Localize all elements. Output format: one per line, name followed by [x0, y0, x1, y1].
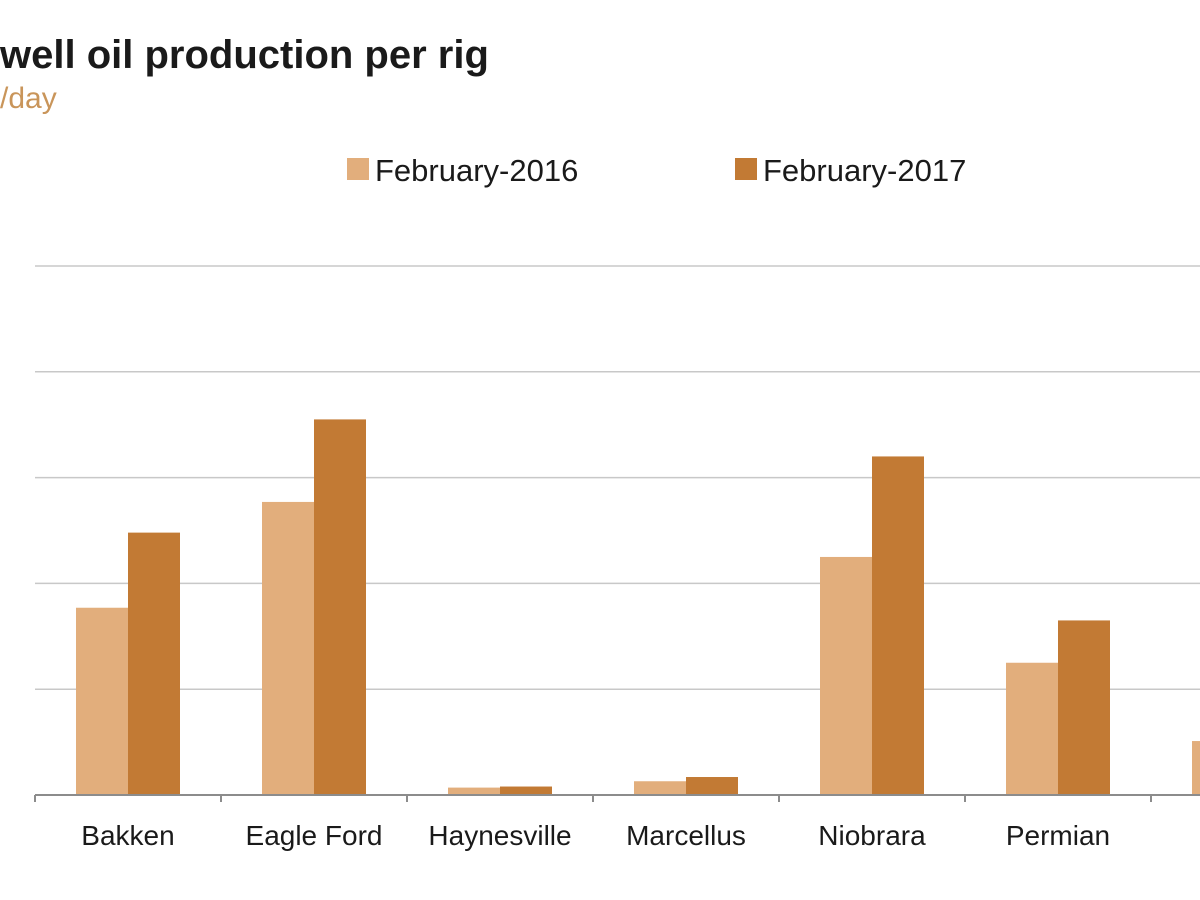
chart-title: well oil production per rig [0, 33, 489, 77]
legend-swatch [347, 158, 369, 180]
bars [76, 419, 1200, 795]
x-tick-label: Marcellus [626, 820, 746, 851]
legend-swatch [735, 158, 757, 180]
bar-bakken-february-2017 [128, 532, 180, 795]
bar-niobrara-february-2016 [820, 556, 872, 795]
bar-marcellus-february-2017 [686, 777, 738, 795]
bar-haynesville-february-2016 [448, 787, 500, 795]
bar-eagle-ford-february-2016 [262, 501, 314, 795]
x-tick-label: Eagle Ford [246, 820, 383, 851]
bar-bakken-february-2016 [76, 607, 128, 795]
gridlines [35, 265, 1200, 690]
title-group: well oil production per rig /day [0, 33, 489, 115]
legend: February-2016 February-2017 [347, 153, 966, 188]
bar-haynesville-february-2017 [500, 786, 552, 795]
bar-marcellus-february-2016 [634, 781, 686, 795]
x-tick-labels: Bakken Eagle Ford Haynesville Marcellus Niob… [81, 820, 1110, 851]
bar-permian-february-2016 [1006, 662, 1058, 795]
x-tick-label: Haynesville [428, 820, 571, 851]
x-tick-label: Permian [1006, 820, 1110, 851]
bar-eagle-ford-february-2017 [314, 419, 366, 795]
x-tick-label: Bakken [81, 820, 174, 851]
x-axis [34, 794, 1200, 802]
chart-subtitle: /day [0, 82, 57, 115]
bar-niobrara-february-2017 [872, 456, 924, 795]
bar-permian-february-2017 [1058, 620, 1110, 795]
legend-label: February-2017 [763, 153, 966, 188]
legend-label: February-2016 [375, 153, 578, 188]
x-tick-label: Niobrara [818, 820, 926, 851]
bar-utica-february-2016 [1192, 741, 1200, 795]
